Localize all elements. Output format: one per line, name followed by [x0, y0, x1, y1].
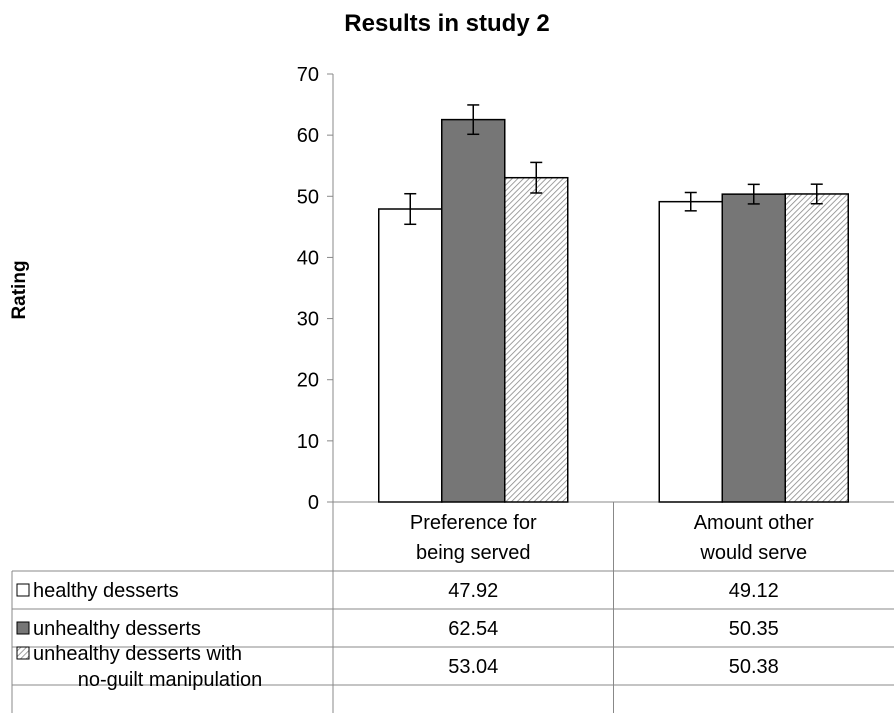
bar [441, 118, 506, 503]
legend-label: unhealthy desserts with [33, 643, 242, 665]
bar [378, 208, 443, 503]
data-label: 50.35 [729, 618, 779, 640]
data-label: 53.04 [448, 656, 498, 678]
bar [721, 193, 786, 503]
legend-swatch [16, 621, 30, 635]
y-tick-label: 10 [297, 431, 319, 453]
y-tick-label: 0 [308, 492, 319, 514]
bar [504, 176, 569, 503]
x-tick-label: would serve [699, 542, 807, 564]
data-label: 62.54 [448, 618, 498, 640]
bar [784, 193, 849, 503]
y-tick-label: 20 [297, 370, 319, 392]
legend-swatch [16, 646, 30, 660]
legend-label: no-guilt manipulation [78, 669, 263, 691]
y-tick-label: 30 [297, 309, 319, 331]
legend-swatch [16, 583, 30, 597]
y-tick-label: 40 [297, 247, 319, 269]
x-tick-label: being served [416, 542, 531, 564]
x-tick-label: Amount other [694, 512, 814, 534]
legend-label: healthy desserts [33, 580, 179, 602]
y-tick-label: 50 [297, 186, 319, 208]
chart-title: Results in study 2 [344, 10, 550, 37]
data-label: 47.92 [448, 580, 498, 602]
data-label: 50.38 [729, 656, 779, 678]
x-tick-label: Preference for [410, 512, 537, 534]
bar [658, 200, 723, 503]
y-tick-label: 70 [297, 64, 319, 86]
data-label: 49.12 [729, 580, 779, 602]
legend-label: unhealthy desserts [33, 618, 201, 640]
y-tick-label: 60 [297, 125, 319, 147]
